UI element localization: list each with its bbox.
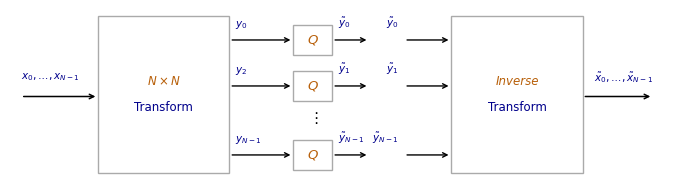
Text: Transform: Transform: [488, 102, 547, 114]
Text: $\tilde{y}_1$: $\tilde{y}_1$: [386, 62, 399, 77]
Text: $\tilde{y}_1$: $\tilde{y}_1$: [338, 62, 350, 77]
Text: $Q$: $Q$: [307, 79, 319, 93]
Text: $\tilde{x}_0, \ldots, \tilde{x}_{N-1}$: $\tilde{x}_0, \ldots, \tilde{x}_{N-1}$: [594, 70, 653, 85]
Text: $\tilde{y}_0$: $\tilde{y}_0$: [386, 16, 399, 31]
Bar: [98, 16, 229, 173]
Text: $x_0, \ldots, x_{N-1}$: $x_0, \ldots, x_{N-1}$: [21, 71, 80, 83]
Bar: [293, 140, 332, 170]
Bar: [452, 16, 582, 173]
Bar: [293, 25, 332, 55]
Text: Transform: Transform: [134, 102, 193, 114]
Text: $\tilde{y}_{N-1}$: $\tilde{y}_{N-1}$: [338, 131, 365, 146]
Bar: [293, 71, 332, 101]
Text: $\vdots$: $\vdots$: [307, 110, 318, 126]
Text: $\tilde{y}_0$: $\tilde{y}_0$: [338, 16, 350, 31]
Text: Inverse: Inverse: [495, 75, 539, 88]
Text: $y_0$: $y_0$: [235, 19, 247, 31]
Text: $y_2$: $y_2$: [235, 65, 247, 77]
Text: $y_{N-1}$: $y_{N-1}$: [235, 134, 262, 146]
Text: $Q$: $Q$: [307, 33, 319, 47]
Text: $\tilde{y}_{N-1}$: $\tilde{y}_{N-1}$: [372, 131, 399, 146]
Text: $N \times N$: $N \times N$: [147, 75, 181, 88]
Text: $Q$: $Q$: [307, 148, 319, 162]
